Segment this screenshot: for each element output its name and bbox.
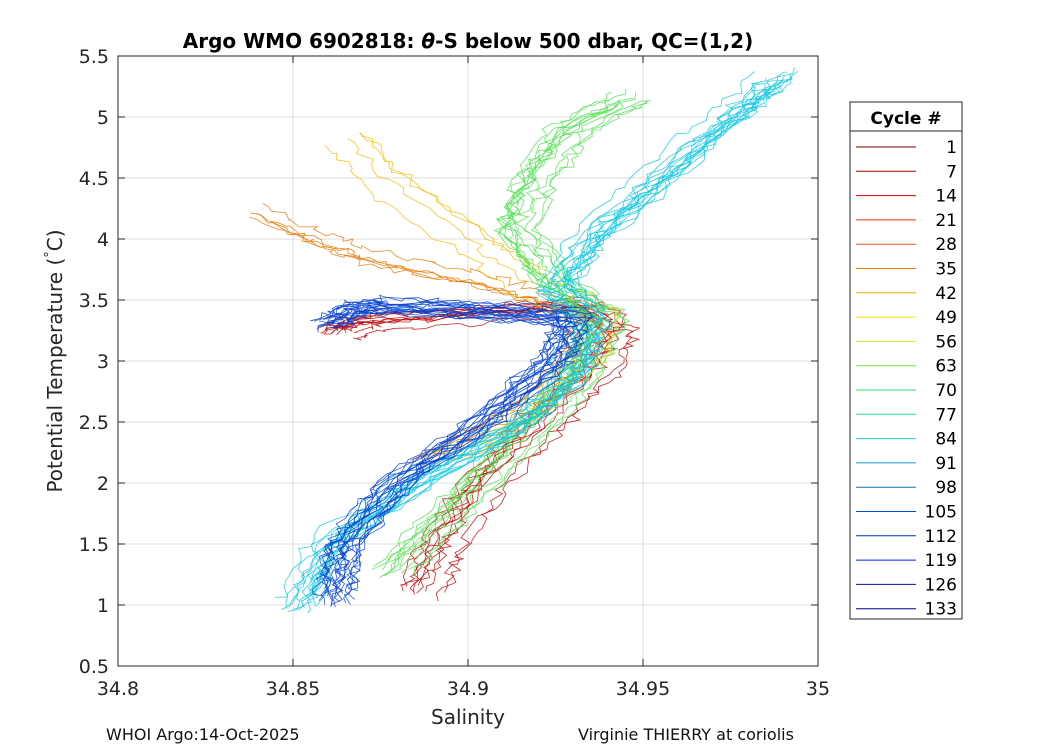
legend-label-98: 98 bbox=[935, 478, 957, 498]
profile-line-cycles-98-133 bbox=[337, 307, 583, 605]
profile-line-cycles-98-133 bbox=[317, 311, 563, 607]
profile-line-cycles-56-70 bbox=[371, 99, 611, 570]
grid-lines bbox=[117, 55, 819, 667]
legend-label-112: 112 bbox=[925, 527, 957, 547]
x-tick-label: 34.95 bbox=[616, 678, 670, 700]
legend-label-70: 70 bbox=[935, 381, 957, 401]
legend-label-126: 126 bbox=[925, 575, 957, 595]
y-tick-label: 2.5 bbox=[79, 412, 109, 434]
y-tick-label: 5.5 bbox=[79, 46, 109, 68]
legend-label-21: 21 bbox=[935, 211, 957, 231]
x-tick-label: 35 bbox=[806, 678, 830, 700]
profile-line-cycles-77-91 bbox=[309, 78, 793, 606]
y-tick-label: 2 bbox=[97, 473, 109, 495]
legend-box bbox=[849, 101, 963, 620]
profile-line-cycles-77-91 bbox=[315, 75, 793, 607]
x-tick-label: 34.9 bbox=[447, 678, 489, 700]
profile-line-cycles-98-133 bbox=[344, 294, 595, 592]
x-tick-label: 34.85 bbox=[266, 678, 320, 700]
chart-title: Argo WMO 6902818: θ-S below 500 dbar, QC… bbox=[183, 29, 753, 53]
x-axis-label: Salinity bbox=[431, 705, 505, 729]
profile-line-cycles-1-21 bbox=[352, 311, 641, 602]
legend-label-35: 35 bbox=[935, 260, 957, 280]
legend-label-49: 49 bbox=[935, 308, 957, 328]
y-tick-label: 5 bbox=[97, 107, 109, 129]
profile-line-cycles-98-133 bbox=[319, 299, 561, 592]
legend-label-105: 105 bbox=[925, 503, 957, 523]
x-tick-label: 34.8 bbox=[97, 678, 139, 700]
y-tick-label: 1 bbox=[97, 595, 109, 617]
profile-clip-group bbox=[249, 67, 798, 613]
profile-line-cycles-56-70 bbox=[382, 100, 620, 571]
profile-line-cycles-98-133 bbox=[328, 307, 583, 605]
legend-label-42: 42 bbox=[935, 284, 957, 304]
y-tick-label: 0.5 bbox=[79, 656, 109, 678]
y-tick-label: 3 bbox=[97, 351, 109, 373]
profile-line-cycles-77-91 bbox=[274, 71, 755, 598]
y-tick-label: 1.5 bbox=[79, 534, 109, 556]
y-axis-ticks: 0.5 1 1.5 2 2.5 3 3.5 4 4.5 5 5.5 bbox=[79, 46, 818, 678]
profile-line-cycles-98-133 bbox=[310, 303, 560, 597]
x-axis-ticks: 34.8 34.85 34.9 34.95 35 bbox=[97, 56, 830, 700]
y-tick-label: 4.5 bbox=[79, 168, 109, 190]
y-axis-label: Potential Temperature (°C) bbox=[43, 229, 67, 492]
footer-right: Virginie THIERRY at coriolis bbox=[578, 725, 794, 744]
legend-entries: 1 7 14 21 28 35 42 49 56 63 70 77 84 91 98 105 112 119 126… bbox=[856, 138, 957, 620]
legend-label-63: 63 bbox=[935, 357, 957, 377]
profile-line-cycles-56-70 bbox=[408, 100, 649, 570]
profile-line-cycles-77-91 bbox=[300, 80, 784, 608]
legend-label-28: 28 bbox=[935, 235, 957, 255]
legend-label-14: 14 bbox=[935, 187, 957, 207]
profile-line-cycles-77-91 bbox=[312, 73, 792, 597]
legend-label-84: 84 bbox=[935, 430, 957, 450]
legend-label-77: 77 bbox=[935, 405, 957, 425]
footer-left: WHOI Argo:14-Oct-2025 bbox=[106, 725, 300, 744]
y-tick-label: 3.5 bbox=[79, 290, 109, 312]
legend: Cycle # 17142128354249566370778491981051… bbox=[849, 101, 963, 620]
profile-line-cycles-56-70 bbox=[400, 100, 651, 574]
legend-label-56: 56 bbox=[935, 332, 957, 352]
legend-label-119: 119 bbox=[925, 551, 957, 571]
y-tick-label: 4 bbox=[97, 229, 109, 251]
legend-title: Cycle # bbox=[870, 109, 941, 129]
legend-label-91: 91 bbox=[935, 454, 957, 474]
legend-label-7: 7 bbox=[946, 162, 957, 182]
profile-line-cycles-98-133 bbox=[323, 300, 570, 594]
legend-label-133: 133 bbox=[925, 600, 957, 620]
legend-label-1: 1 bbox=[946, 138, 957, 158]
profile-line-cycles-77-91 bbox=[302, 76, 785, 602]
profile-line-cycles-1-21 bbox=[320, 303, 601, 592]
profile-lines bbox=[249, 67, 798, 613]
